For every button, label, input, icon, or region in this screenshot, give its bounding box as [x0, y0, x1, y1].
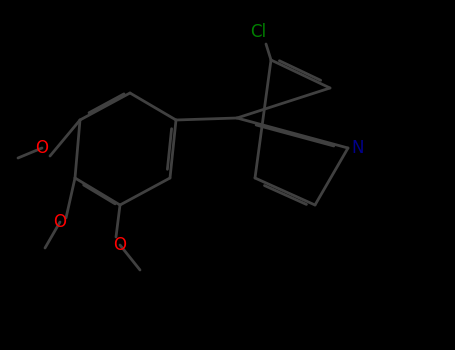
Text: N: N	[352, 139, 364, 157]
Text: O: O	[54, 213, 66, 231]
Text: Cl: Cl	[250, 23, 266, 41]
Text: O: O	[35, 139, 49, 157]
Text: O: O	[113, 236, 126, 254]
